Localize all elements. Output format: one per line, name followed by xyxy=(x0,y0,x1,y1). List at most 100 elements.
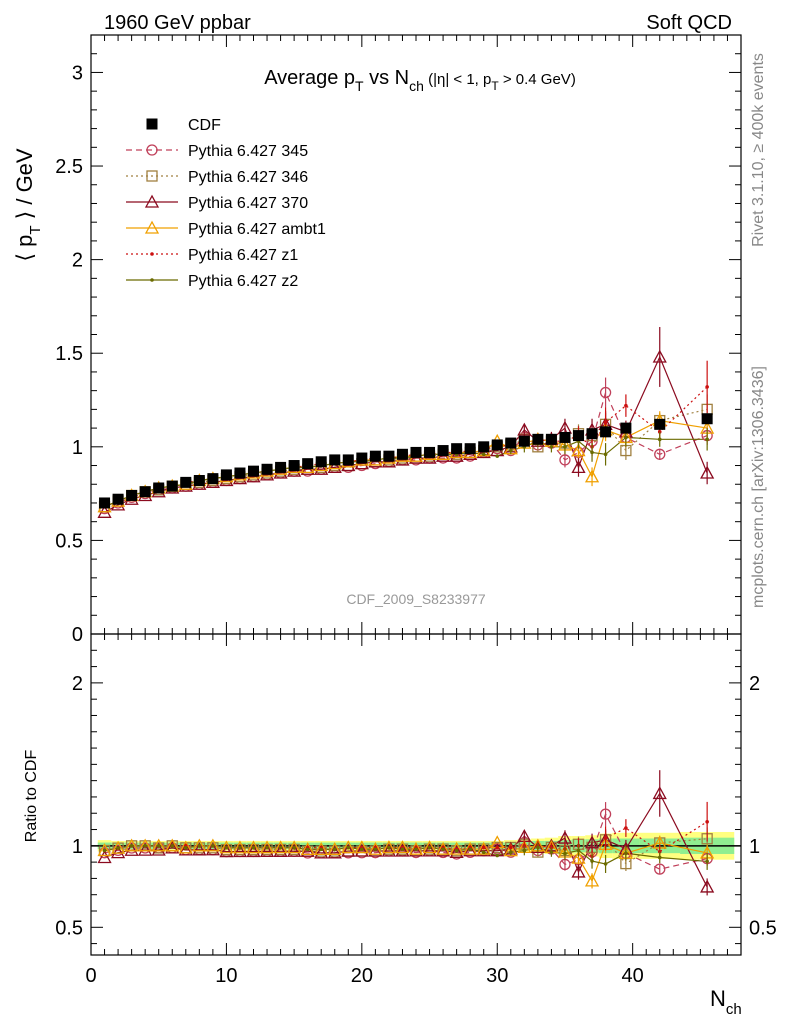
point-CDF xyxy=(180,476,192,488)
point-z2 xyxy=(563,445,567,449)
ratio-point-z2 xyxy=(387,845,391,850)
ratio-point-z2 xyxy=(549,850,554,854)
ratio-point-p370 xyxy=(395,843,410,857)
ratio-point-z1 xyxy=(481,845,486,850)
ratio-point-p370 xyxy=(273,843,288,857)
point-CDF xyxy=(383,450,395,462)
ratio-point-z2 xyxy=(508,850,513,855)
ratio-point-ambt1 xyxy=(435,841,451,855)
point-z2 xyxy=(603,452,608,457)
point-z2 xyxy=(481,452,486,457)
ratio-point-z2 xyxy=(481,850,486,855)
legend-label-ambt1: Pythia 6.427 ambt1 xyxy=(188,221,326,238)
y-tick-label: 0.5 xyxy=(55,530,83,552)
y-tick-label: 1.5 xyxy=(55,343,83,365)
ratio-point-z2 xyxy=(495,853,500,858)
ratio-point-ambt1 xyxy=(287,840,302,854)
ratio-y-tick-label: 1 xyxy=(72,836,83,858)
point-z2 xyxy=(495,454,500,458)
ratio-frame xyxy=(90,633,742,956)
point-CDF xyxy=(545,433,557,445)
legend: CDF Pythia 6.427 345 Pythia 6.427 346 Pythi… xyxy=(126,117,326,290)
ratio-point-z2 xyxy=(102,848,107,853)
ratio-point-ambt1 xyxy=(449,841,464,855)
mcplots-label: mcplots.cern.ch [arXiv:1306.3436] xyxy=(750,366,767,608)
point-CDF xyxy=(153,482,165,494)
ratio-point-z2 xyxy=(414,847,418,851)
ratio-point-ambt1 xyxy=(273,840,288,854)
point-CDF xyxy=(288,460,300,472)
point-CDF xyxy=(193,475,205,487)
point-ambt1 xyxy=(584,469,600,483)
ratio-point-z2 xyxy=(536,845,540,850)
y-tick-label: 1 xyxy=(72,437,83,459)
point-CDF xyxy=(342,454,354,466)
x-tick-label: 40 xyxy=(622,965,644,987)
legend-marker-p345 xyxy=(146,144,158,156)
point-CDF xyxy=(329,454,341,466)
series-markers xyxy=(97,327,715,896)
ratio-point-z2 xyxy=(576,848,581,853)
ratio-y-tick-label-right: 2 xyxy=(749,673,760,695)
point-p370 xyxy=(449,448,464,462)
ratio-point-z2 xyxy=(346,845,351,850)
point-p345 xyxy=(599,386,612,399)
point-p345 xyxy=(654,448,666,460)
ratio-point-p370 xyxy=(449,845,464,859)
ratio-point-z2 xyxy=(224,845,229,850)
ratio-point-ambt1 xyxy=(151,838,166,852)
point-CDF xyxy=(586,428,598,440)
point-CDF xyxy=(166,480,178,492)
point-ambt1 xyxy=(571,443,586,457)
point-CDF xyxy=(248,465,259,477)
ratio-point-p370 xyxy=(138,842,153,856)
ratio-point-ambt1 xyxy=(192,838,207,852)
ratio-y-axis-label: Ratio to CDF xyxy=(23,750,40,843)
ratio-point-z2 xyxy=(251,845,256,850)
point-CDF xyxy=(424,446,436,458)
legend-label-CDF: CDF xyxy=(188,117,221,134)
point-CDF xyxy=(701,413,713,425)
ratio-point-z2 xyxy=(603,862,608,866)
ratio-point-p370 xyxy=(110,845,126,859)
point-p370 xyxy=(327,460,342,474)
ratio-point-p370 xyxy=(584,835,600,849)
ratio-point-z2 xyxy=(292,845,296,850)
ratio-point-z2 xyxy=(143,844,147,848)
point-p370 xyxy=(700,465,715,479)
point-CDF xyxy=(356,452,368,464)
ratio-point-ambt1 xyxy=(571,850,586,864)
ratio-point-z2 xyxy=(265,845,269,850)
ratio-point-z2 xyxy=(360,847,364,852)
y-tick-label: 2 xyxy=(72,250,83,272)
ratio-point-ambt1 xyxy=(327,841,342,855)
point-CDF xyxy=(437,445,449,457)
ratio-point-ambt1 xyxy=(138,838,153,852)
point-p370 xyxy=(571,460,586,474)
legend-label-p370: Pythia 6.427 370 xyxy=(188,195,308,212)
chart-title: Average pT vs Nch (|η| < 1, pT > 0.4 GeV… xyxy=(264,67,576,94)
ratio-point-z2 xyxy=(211,844,215,848)
ratio-y-tick-label-right: 0.5 xyxy=(749,917,777,939)
point-CDF xyxy=(410,446,422,458)
ratio-point-z2 xyxy=(170,844,175,848)
legend-label-z1: Pythia 6.427 z1 xyxy=(188,247,298,264)
point-z2 xyxy=(590,450,594,455)
ratio-point-ambt1 xyxy=(408,841,424,855)
ratio-point-p345 xyxy=(654,863,666,875)
ratio-point-z2 xyxy=(197,844,202,848)
ratio-point-z2 xyxy=(332,847,337,852)
series-line-z2 xyxy=(104,436,708,508)
point-CDF xyxy=(99,497,111,509)
ratio-point-z1 xyxy=(603,836,608,841)
ratio-point-p370 xyxy=(124,842,139,856)
x-tick-label: 20 xyxy=(351,965,373,987)
ratio-point-ambt1 xyxy=(395,840,410,854)
ratio-point-ambt1 xyxy=(584,873,600,887)
ratio-point-z2 xyxy=(305,847,310,852)
ratio-point-p370 xyxy=(314,845,329,859)
ratio-point-z2 xyxy=(156,844,161,848)
ratio-point-z2 xyxy=(427,845,432,850)
point-CDF xyxy=(220,469,232,481)
point-CDF xyxy=(518,435,530,447)
